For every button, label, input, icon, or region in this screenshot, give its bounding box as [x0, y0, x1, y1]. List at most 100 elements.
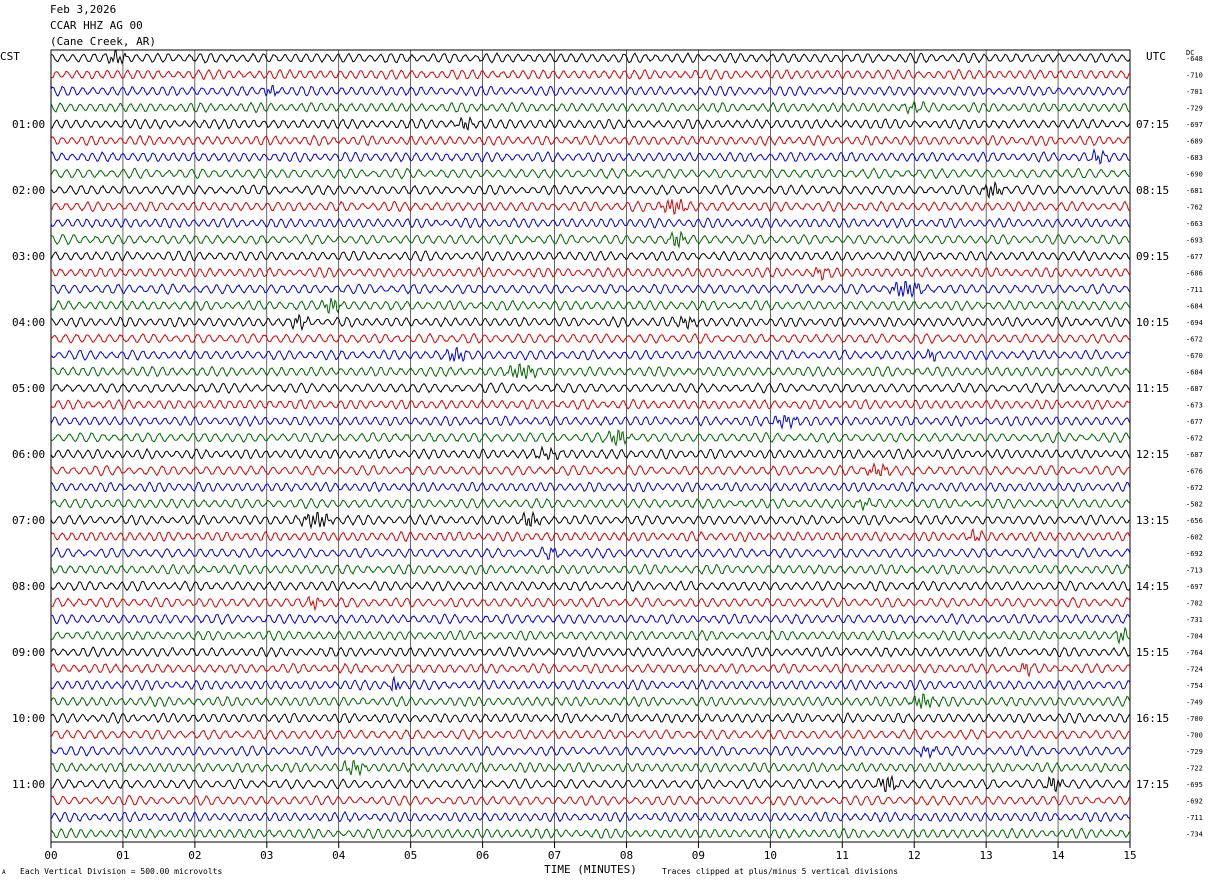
x-axis-label: TIME (MINUTES)	[544, 863, 637, 876]
x-tick-label: 00	[44, 849, 57, 862]
cst-hour-label: 06:00	[12, 448, 45, 461]
utc-hour-label: 10:15	[1136, 316, 1169, 329]
dc-offset-label: -684	[1186, 369, 1203, 377]
utc-hour-label: 13:15	[1136, 514, 1169, 527]
dc-offset-label: -692	[1186, 798, 1203, 806]
dc-offset-label: -704	[1186, 633, 1203, 641]
dc-header-label: DC	[1186, 49, 1195, 57]
dc-offset-label: -677	[1186, 418, 1203, 426]
utc-hour-label: 17:15	[1136, 778, 1169, 791]
cst-hour-label: 10:00	[12, 712, 45, 725]
dc-offset-label: -672	[1186, 484, 1203, 492]
station-location: (Cane Creek, AR)	[50, 35, 156, 48]
seismic-trace	[50, 167, 1131, 180]
seismic-trace	[50, 414, 1131, 431]
dc-offset-label: -702	[1186, 600, 1203, 608]
cst-hour-label: 01:00	[12, 118, 45, 131]
dc-offset-label: -764	[1186, 649, 1203, 657]
seismic-trace	[50, 230, 1131, 249]
utc-hour-label: 11:15	[1136, 382, 1169, 395]
dc-offset-label: -694	[1186, 319, 1203, 327]
dc-offset-label: -697	[1186, 583, 1203, 591]
dc-offset-label: -684	[1186, 303, 1203, 311]
dc-offset-label: -582	[1186, 501, 1203, 509]
seismic-trace	[50, 100, 1131, 116]
dc-offset-label: -729	[1186, 105, 1203, 113]
x-tick-label: 10	[764, 849, 777, 862]
dc-offset-label: -686	[1186, 270, 1203, 278]
seismic-trace	[50, 546, 1131, 561]
seismic-trace	[50, 481, 1131, 493]
cst-hour-label: 07:00	[12, 514, 45, 527]
dc-offset-label: -672	[1186, 435, 1203, 443]
seismic-trace	[50, 613, 1131, 626]
dc-offset-label: -602	[1186, 534, 1203, 542]
cst-hour-label: 08:00	[12, 580, 45, 593]
seismic-trace	[50, 297, 1131, 314]
seismic-trace	[50, 794, 1131, 807]
station-name: CCAR HHZ AG 00	[50, 19, 143, 32]
seismic-trace	[50, 363, 1131, 380]
dc-offset-label: -676	[1186, 468, 1203, 476]
seismic-trace	[50, 115, 1131, 131]
dc-offset-label: -687	[1186, 385, 1203, 393]
dc-offset-label: -690	[1186, 171, 1203, 179]
cst-hour-label: 03:00	[12, 250, 45, 263]
x-tick-label: 02	[188, 849, 201, 862]
dc-offset-label: -670	[1186, 352, 1203, 360]
seismic-trace	[50, 774, 1131, 793]
dc-offset-label: -683	[1186, 154, 1203, 162]
seismic-trace	[50, 510, 1131, 530]
dc-offset-label: -656	[1186, 517, 1203, 525]
utc-hour-label: 09:15	[1136, 250, 1169, 263]
right-timezone-label: UTC	[1146, 50, 1166, 63]
dc-offset-label: -722	[1186, 765, 1203, 773]
dc-offset-label: -689	[1186, 138, 1203, 146]
seismic-trace	[50, 68, 1131, 81]
seismic-trace	[50, 827, 1131, 840]
x-tick-label: 15	[1123, 849, 1136, 862]
cst-hour-label: 05:00	[12, 382, 45, 395]
dc-offset-label: -648	[1186, 55, 1203, 63]
cst-hour-label: 04:00	[12, 316, 45, 329]
seismic-trace	[50, 217, 1131, 229]
dc-offset-label: -710	[1186, 72, 1203, 80]
utc-hour-label: 08:15	[1136, 184, 1169, 197]
seismic-trace	[50, 711, 1131, 724]
seismic-trace	[50, 180, 1131, 199]
seismic-trace	[50, 693, 1131, 710]
seismic-trace	[50, 759, 1131, 777]
seismic-trace	[50, 744, 1131, 760]
x-tick-label: 11	[836, 849, 849, 862]
dc-offset-label: -700	[1186, 715, 1203, 723]
dc-offset-label: -711	[1186, 286, 1203, 294]
scale-note: Each Vertical Division = 500.00 microvol…	[20, 867, 223, 876]
dc-offset-label: -663	[1186, 220, 1203, 228]
left-timezone-label: CST	[0, 50, 20, 63]
dc-offset-label: -729	[1186, 748, 1203, 756]
seismic-trace	[50, 198, 1131, 215]
clip-note: Traces clipped at plus/minus 5 vertical …	[662, 867, 899, 876]
seismic-trace	[50, 580, 1131, 592]
utc-hour-label: 12:15	[1136, 448, 1169, 461]
dc-offset-label: -695	[1186, 781, 1203, 789]
cst-hour-label: 11:00	[12, 778, 45, 791]
x-tick-label: 04	[332, 849, 346, 862]
plot-date: Feb 3,2026	[50, 3, 117, 16]
dc-offset-label: -749	[1186, 699, 1203, 707]
seismic-trace	[50, 382, 1131, 394]
x-tick-label: 09	[692, 849, 705, 862]
dc-offset-label: -681	[1186, 187, 1203, 195]
seismic-trace	[50, 595, 1131, 612]
dc-offset-label: -687	[1186, 451, 1203, 459]
seismic-trace	[50, 626, 1131, 645]
seismic-trace	[50, 266, 1131, 282]
seismic-trace	[50, 429, 1131, 447]
dc-offset-label: -711	[1186, 814, 1203, 822]
dc-offset-label: -713	[1186, 567, 1203, 575]
seismic-trace	[50, 497, 1131, 512]
seismic-trace	[50, 662, 1131, 678]
seismic-trace	[50, 445, 1131, 461]
dc-offset-label: -731	[1186, 616, 1203, 624]
x-tick-label: 03	[260, 849, 273, 862]
